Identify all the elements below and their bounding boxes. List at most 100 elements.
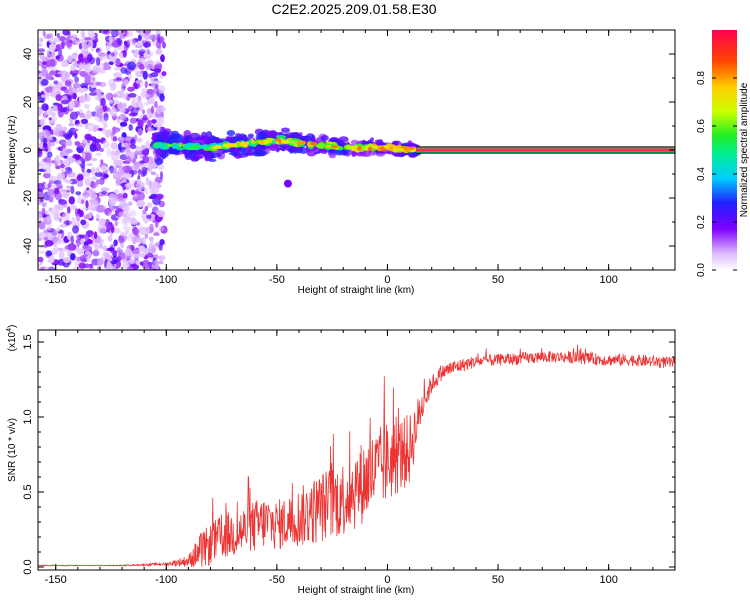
x-tick-label: -50	[269, 274, 285, 286]
noise-blob	[139, 191, 145, 201]
noise-blob	[100, 165, 108, 172]
snr-y-scale-exponent: 4	[6, 328, 13, 332]
noise-blob	[75, 160, 83, 165]
noise-blob	[108, 61, 114, 65]
band-blob	[258, 144, 266, 150]
spectrogram-x-ticks: -150 -100 -50 0 50 100	[45, 30, 654, 286]
noise-blob	[159, 171, 164, 180]
spectrogram-panel: -150 -100 -50 0 50 100 -40 -20 0 20 40 Height of …	[7, 29, 676, 296]
noise-blob	[48, 175, 58, 182]
noise-blob	[141, 116, 149, 121]
noise-blob	[71, 58, 76, 62]
colorbar-ticks: 0.0 0.2 0.4 0.6 0.8	[696, 71, 737, 277]
noise-blob	[102, 65, 112, 71]
noise-blob	[43, 148, 49, 152]
noise-blob	[96, 167, 100, 174]
noise-blob	[106, 224, 112, 232]
noise-blob	[154, 64, 161, 69]
noise-blob	[153, 68, 162, 73]
noise-blob	[153, 123, 160, 128]
noise-blob	[97, 258, 104, 266]
noise-blob	[141, 259, 151, 268]
band-blob	[161, 131, 170, 136]
band-blob	[281, 127, 290, 133]
noise-blob	[110, 30, 119, 38]
band-blob	[201, 149, 211, 157]
noise-blob	[92, 125, 98, 133]
noise-blob	[44, 240, 54, 247]
noise-blob	[55, 140, 59, 144]
band-blob	[350, 139, 359, 145]
noise-blob	[46, 214, 52, 223]
outlier-blob	[283, 179, 292, 188]
noise-blob	[132, 81, 141, 90]
noise-blob	[112, 126, 116, 135]
noise-blob	[86, 163, 94, 166]
noise-blob	[141, 249, 147, 254]
noise-blob	[89, 193, 98, 200]
noise-blob	[135, 229, 140, 234]
noise-blob	[67, 31, 71, 37]
noise-blob	[70, 235, 75, 245]
noise-blob	[151, 119, 157, 124]
band-blob	[240, 148, 247, 155]
noise-blob	[131, 250, 140, 255]
noise-blob	[76, 242, 80, 248]
noise-blob	[71, 73, 77, 78]
noise-blob	[60, 61, 70, 68]
noise-blob	[61, 150, 66, 156]
noise-blob	[56, 32, 60, 39]
noise-blob	[57, 80, 64, 85]
x-tick-label: 50	[492, 274, 504, 286]
noise-blob	[82, 194, 89, 200]
colorbar: 0.0 0.2 0.4 0.6 0.8 Normalized spectral ampl…	[696, 30, 750, 277]
noise-blob	[134, 134, 138, 140]
noise-blob	[102, 125, 107, 135]
noise-blob	[56, 83, 62, 90]
noise-blob	[142, 42, 152, 48]
noise-blob	[95, 81, 102, 86]
noise-blob	[49, 210, 57, 215]
noise-blob	[116, 77, 123, 81]
band-blob	[288, 146, 294, 154]
band-blob	[210, 155, 217, 159]
noise-blob	[74, 133, 78, 139]
noise-blob	[51, 86, 59, 95]
noise-blob	[66, 171, 76, 178]
band-blob	[370, 137, 374, 142]
band-peak-blob	[367, 146, 373, 151]
noise-blob	[88, 92, 97, 96]
noise-blob	[72, 53, 78, 60]
band-blob	[247, 133, 254, 138]
noise-blob	[158, 243, 163, 251]
band-peak-blob	[242, 141, 250, 146]
noise-blob	[38, 161, 44, 166]
noise-blob	[84, 152, 92, 161]
noise-blob	[38, 182, 45, 192]
noise-blob	[48, 255, 55, 264]
colorbar-tick-label: 0.2	[696, 215, 707, 229]
colorbar-label: Normalized spectral amplitude	[739, 82, 750, 217]
noise-blob	[66, 189, 71, 193]
noise-blob	[48, 133, 54, 141]
noise-blob	[100, 187, 110, 192]
noise-blob	[53, 80, 59, 85]
noise-blob	[135, 181, 145, 191]
noise-blob	[148, 236, 154, 241]
noise-blob	[135, 145, 141, 152]
noise-blob	[130, 218, 138, 226]
noise-blob	[96, 107, 104, 115]
noise-blob	[126, 182, 130, 187]
noise-blob	[46, 59, 55, 67]
noise-blob	[117, 197, 127, 203]
snr-frame	[37, 329, 676, 571]
noise-blob	[141, 237, 146, 246]
noise-blob	[100, 97, 106, 106]
band-blob	[188, 149, 195, 155]
band-peak-blob	[228, 143, 235, 148]
noise-blob	[145, 176, 149, 186]
x-tick-label: 0	[384, 274, 390, 286]
noise-blob	[105, 262, 114, 270]
noise-blob	[47, 182, 52, 188]
noise-blob	[136, 42, 141, 48]
